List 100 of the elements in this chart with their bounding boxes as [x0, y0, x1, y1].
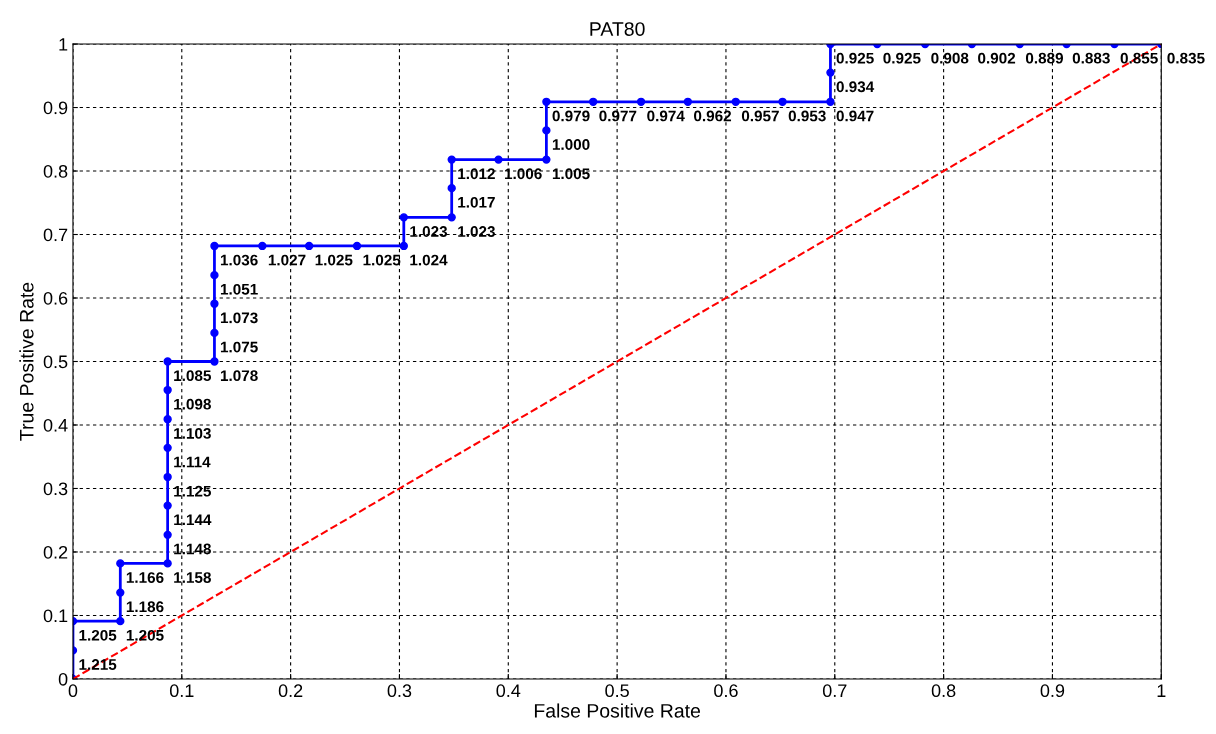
- point: [399, 241, 408, 251]
- y-tick-label: 1: [59, 38, 68, 51]
- x-tick-label: 0: [68, 684, 78, 698]
- annotation: 0.902: [978, 52, 1016, 64]
- x-tick-label: 0.7: [822, 684, 847, 698]
- annotation: 0.962: [694, 110, 732, 122]
- point: [542, 126, 551, 135]
- y-tick-label: 0.3: [43, 482, 68, 496]
- point: [542, 97, 551, 106]
- annotation: 1.085: [174, 370, 212, 382]
- y-axis-title: True Positive Rate: [19, 282, 34, 441]
- annotation: 1.144: [174, 514, 212, 526]
- point: [163, 472, 172, 482]
- x-tick-label: 0.8: [931, 684, 956, 698]
- annotation: 0.979: [552, 110, 590, 122]
- annotation: 1.103: [174, 428, 211, 439]
- point: [163, 357, 172, 366]
- annotation: 1.027: [268, 254, 306, 266]
- annotation: 1.006: [505, 168, 542, 180]
- point: [163, 501, 172, 510]
- annotation: 0.925: [883, 52, 921, 64]
- point: [116, 617, 125, 626]
- annotation: 1.051: [220, 283, 258, 295]
- point: [116, 559, 125, 568]
- annotation: 1.073: [220, 312, 258, 324]
- annotation: 1.012: [458, 168, 495, 180]
- annotation: 1.023: [458, 226, 495, 237]
- annotation: 1.036: [220, 254, 258, 266]
- annotation: 0.947: [836, 110, 874, 122]
- point: [494, 155, 503, 164]
- annotation: 1.158: [174, 572, 211, 583]
- annotation: 0.977: [599, 110, 637, 122]
- annotation: 0.908: [931, 52, 969, 64]
- point: [163, 415, 172, 424]
- y-tick-label: 0.2: [43, 545, 68, 559]
- y-tick-label: 0: [58, 672, 68, 686]
- point: [210, 241, 219, 251]
- x-axis-title: False Positive Rate: [534, 703, 701, 718]
- point: [304, 241, 314, 251]
- point: [210, 299, 219, 308]
- x-tick-label: 0.9: [1040, 684, 1065, 698]
- point: [258, 241, 267, 251]
- annotation: 1.205: [79, 629, 117, 641]
- annotation: 1.024: [410, 254, 448, 266]
- y-tick-label: 0.8: [43, 164, 68, 178]
- annotation: 1.025: [315, 254, 353, 266]
- point: [399, 213, 408, 222]
- annotation: 1.166: [126, 572, 164, 583]
- annotation: 1.023: [410, 226, 448, 237]
- point: [352, 241, 362, 251]
- annotation: 1.186: [126, 601, 164, 613]
- y-tick-label: 0.1: [43, 609, 68, 623]
- annotation: 1.017: [458, 196, 495, 208]
- annotation: 1.000: [552, 139, 590, 150]
- y-tick-label: 0.5: [43, 355, 68, 369]
- chart-title: PAT80: [590, 22, 645, 36]
- annotation: 0.883: [1072, 52, 1110, 64]
- annotation: 1.005: [552, 168, 590, 180]
- point: [778, 97, 787, 106]
- point: [163, 530, 172, 539]
- point: [826, 97, 835, 106]
- annotation: 1.148: [174, 543, 211, 555]
- annotation: 0.934: [836, 81, 875, 93]
- x-tick-label: 0.6: [714, 684, 738, 698]
- x-tick-label: 0.2: [278, 684, 303, 698]
- point: [210, 357, 219, 366]
- annotation: 0.855: [1120, 52, 1158, 64]
- annotation: 0.925: [836, 52, 874, 64]
- annotation: 0.974: [647, 110, 685, 122]
- y-tick-label: 0.9: [43, 101, 68, 115]
- y-tick-label: 0.7: [43, 228, 68, 242]
- point: [826, 68, 835, 77]
- point: [636, 97, 646, 106]
- y-tick-label: 0.4: [43, 418, 68, 432]
- point: [163, 443, 172, 453]
- annotation: 0.953: [788, 110, 826, 122]
- x-tick-label: 1: [1157, 684, 1166, 697]
- x-tick-label: 0.1: [169, 684, 194, 698]
- x-tick-label: 0.3: [387, 684, 412, 698]
- point: [210, 328, 219, 338]
- x-tick-label: 0.5: [605, 684, 629, 698]
- point: [163, 559, 172, 568]
- point: [542, 155, 551, 164]
- point: [589, 97, 598, 106]
- annotation: 1.125: [174, 485, 212, 497]
- annotation: 0.957: [741, 110, 779, 122]
- point: [447, 183, 456, 193]
- point: [447, 213, 456, 222]
- annotation: 1.025: [363, 254, 401, 266]
- annotation: 1.114: [174, 456, 211, 468]
- point: [731, 97, 740, 106]
- annotation: 1.078: [220, 370, 258, 382]
- point: [116, 588, 125, 597]
- point: [447, 155, 456, 164]
- annotation: 0.889: [1025, 52, 1064, 64]
- x-tick-label: 0.4: [496, 684, 521, 698]
- annotation: 1.075: [220, 341, 258, 353]
- annotation: 1.098: [174, 398, 211, 410]
- point: [210, 270, 219, 280]
- annotation: 1.205: [126, 629, 164, 641]
